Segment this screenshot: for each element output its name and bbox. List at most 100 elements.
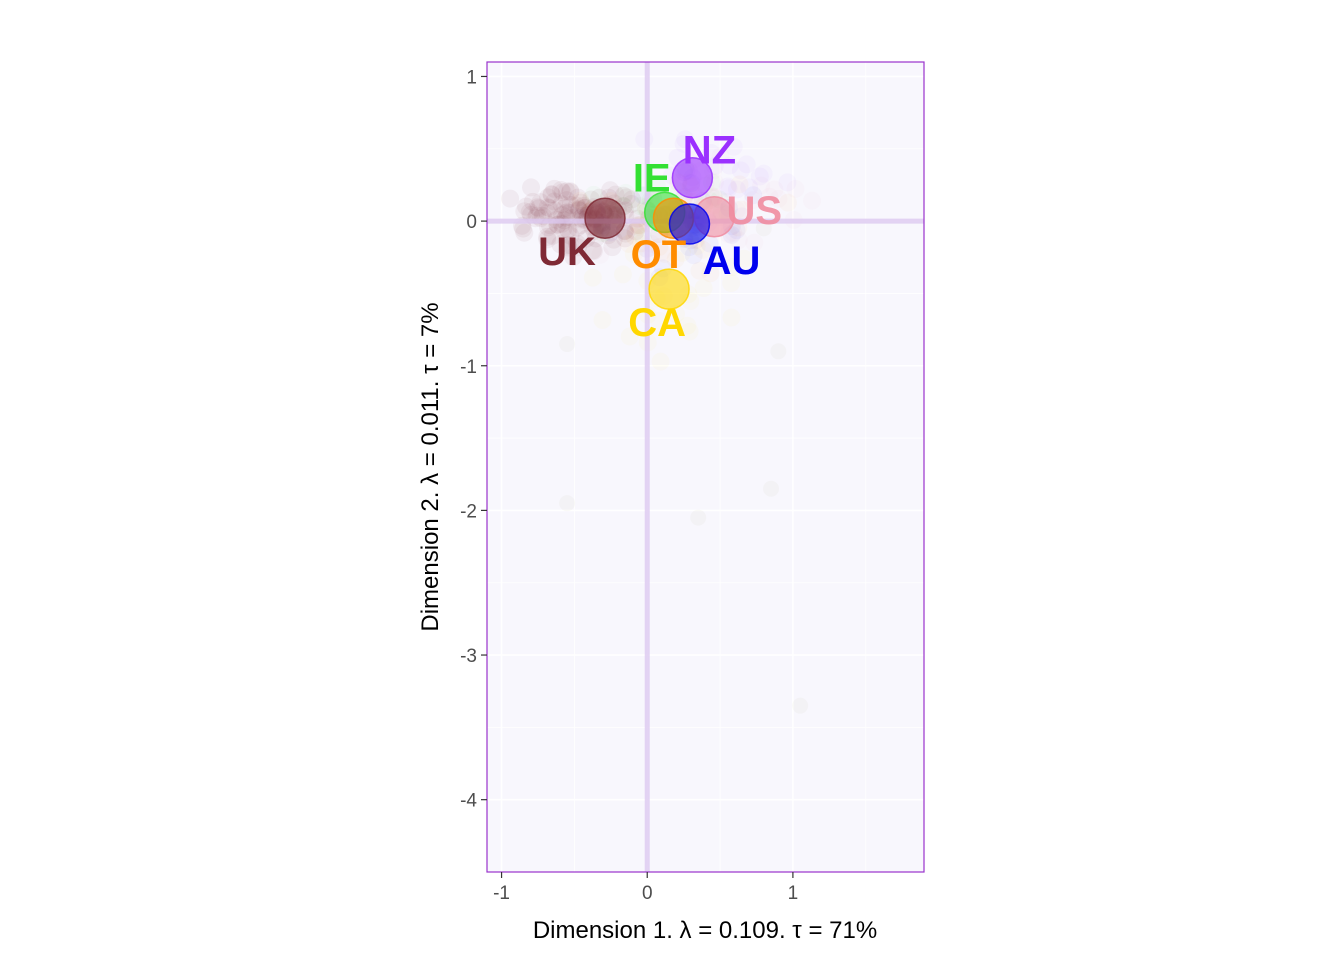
- group-label-ca: CA: [628, 301, 686, 345]
- observation-point: [520, 203, 539, 222]
- observation-point: [569, 200, 588, 219]
- observation-point: [542, 185, 561, 204]
- observation-point: [561, 235, 580, 254]
- observation-point: [584, 241, 603, 260]
- group-centroids: [584, 156, 735, 310]
- observation-point: [555, 204, 574, 223]
- observation-point: [552, 195, 571, 214]
- observation-point: [559, 495, 576, 512]
- observation-point: [559, 336, 576, 353]
- observation-point: [626, 222, 645, 241]
- observation-point: [554, 220, 573, 239]
- observation-point: [515, 223, 534, 242]
- group-label-nz: NZ: [683, 129, 736, 173]
- centroid-uk: [584, 197, 626, 239]
- observation-point: [561, 182, 580, 201]
- y-tick-label: -3: [460, 646, 477, 667]
- observation-point: [622, 194, 641, 213]
- observation-point: [529, 199, 548, 218]
- observation-point: [722, 309, 740, 327]
- group-label-uk: UK: [538, 230, 596, 274]
- observation-point: [770, 343, 787, 360]
- observation-point: [803, 192, 821, 210]
- centroid-au: [668, 203, 711, 245]
- observation-point: [558, 220, 577, 239]
- observation-point: [561, 226, 580, 245]
- observation-point: [561, 195, 580, 214]
- group-label-au: AU: [703, 239, 761, 283]
- observation-point: [583, 241, 602, 260]
- group-label-ot: OT: [631, 233, 687, 277]
- group-label-us: US: [726, 189, 782, 233]
- observation-point: [561, 183, 580, 202]
- observation-point: [514, 219, 533, 238]
- observation-point: [555, 199, 574, 218]
- observation-point: [522, 178, 541, 197]
- observation-point: [564, 247, 583, 266]
- observation-point: [553, 183, 572, 202]
- observation-point: [792, 697, 809, 714]
- observation-point: [559, 238, 578, 257]
- observation-point: [551, 235, 570, 254]
- observation-point: [558, 203, 577, 222]
- x-tick-label: -1: [493, 883, 510, 904]
- centroid-ca: [648, 268, 690, 310]
- plot-panel: [487, 62, 924, 872]
- observation-point: [528, 198, 547, 217]
- observation-point: [577, 229, 596, 248]
- observation-point: [568, 188, 587, 207]
- observation-point: [594, 311, 612, 329]
- observation-point: [523, 192, 542, 211]
- observation-point: [786, 180, 804, 198]
- observation-point: [545, 179, 564, 198]
- observation-point: [557, 191, 576, 210]
- x-tick-label: 0: [642, 883, 653, 904]
- observation-point: [622, 190, 641, 209]
- observation-point: [538, 230, 557, 249]
- observation-point: [517, 197, 536, 216]
- observation-point: [558, 236, 577, 255]
- observation-point: [543, 226, 562, 245]
- observation-point: [538, 198, 557, 217]
- x-tick-label: 1: [788, 883, 799, 904]
- y-tick-label: -4: [460, 791, 477, 812]
- y-tick-label: -2: [460, 501, 477, 522]
- y-axis-title: Dimension 2. λ = 0.011. τ = 7%: [417, 302, 444, 631]
- observation-point: [531, 193, 550, 212]
- y-tick-label: 1: [466, 67, 477, 88]
- y-tick-label: 0: [466, 212, 477, 233]
- observation-point: [545, 192, 564, 211]
- observation-point: [690, 509, 707, 526]
- observation-point: [571, 193, 590, 212]
- observation-point: [560, 203, 579, 222]
- observation-point: [570, 201, 589, 220]
- observation-point: [515, 202, 534, 221]
- observation-point: [570, 199, 589, 218]
- y-tick-label: -1: [460, 357, 477, 378]
- observation-point: [540, 199, 559, 218]
- observation-point: [546, 201, 565, 220]
- observation-point: [601, 181, 620, 200]
- observation-point: [652, 353, 670, 371]
- observation-point: [542, 185, 561, 204]
- observation-point: [559, 220, 578, 239]
- observation-point: [616, 229, 635, 248]
- observation-point: [539, 188, 558, 207]
- observation-point: [552, 181, 571, 200]
- observation-point: [614, 265, 632, 283]
- observation-point: [557, 182, 576, 201]
- group-labels: UK IE OT NZ US AU CA: [538, 129, 782, 345]
- observation-point: [614, 186, 633, 205]
- observation-point: [635, 130, 653, 148]
- observation-point: [755, 220, 772, 237]
- plot-border: [486, 61, 925, 873]
- observation-point: [567, 196, 586, 215]
- observation-point: [538, 227, 557, 246]
- observation-point: [568, 238, 587, 257]
- group-label-ie: IE: [633, 156, 671, 200]
- observation-point: [538, 203, 557, 222]
- observation-point: [603, 238, 622, 257]
- observation-point: [501, 189, 520, 208]
- observation-point: [763, 480, 780, 497]
